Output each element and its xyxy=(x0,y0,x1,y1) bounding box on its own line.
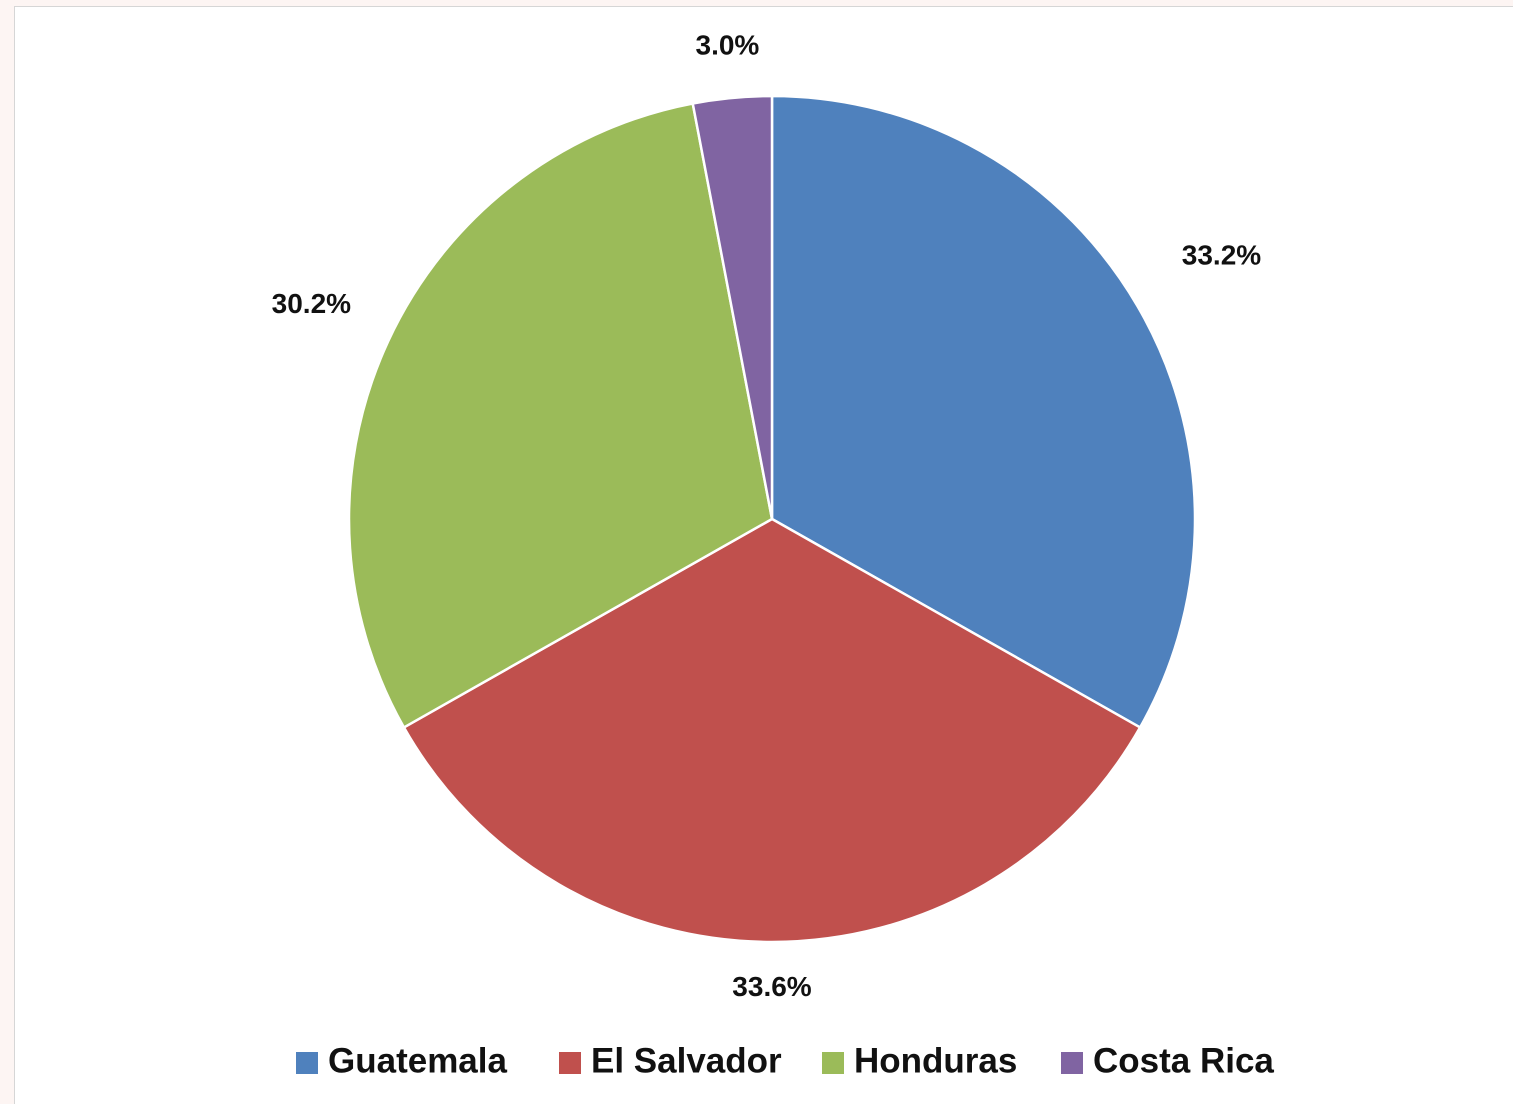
pie-slice-guatemala xyxy=(770,94,1197,729)
data-label-honduras: 30.2% xyxy=(272,288,351,319)
legend-swatch-el-salvador xyxy=(559,1052,581,1074)
pie-slice-honduras xyxy=(347,102,774,729)
legend: Guatemala El Salvador Honduras Costa Rica xyxy=(296,1041,1274,1080)
legend-label-costa-rica: Costa Rica xyxy=(1093,1041,1274,1080)
data-labels: 33.2% 33.6% 30.2% 3.0% xyxy=(272,30,1262,1002)
legend-swatch-costa-rica xyxy=(1061,1052,1083,1074)
legend-swatch-guatemala xyxy=(296,1052,318,1074)
legend-label-guatemala: Guatemala xyxy=(328,1041,507,1080)
pie-slice-costa-rica xyxy=(691,94,774,521)
data-label-guatemala: 33.2% xyxy=(1182,239,1261,270)
legend-label-el-salvador: El Salvador xyxy=(591,1041,782,1080)
data-label-costa-rica: 3.0% xyxy=(696,30,760,61)
pie-slices xyxy=(347,94,1197,944)
legend-label-honduras: Honduras xyxy=(854,1041,1017,1080)
data-label-el-salvador: 33.6% xyxy=(732,971,811,1002)
legend-swatch-honduras xyxy=(822,1052,844,1074)
pie-slice-el-salvador xyxy=(402,517,1142,944)
